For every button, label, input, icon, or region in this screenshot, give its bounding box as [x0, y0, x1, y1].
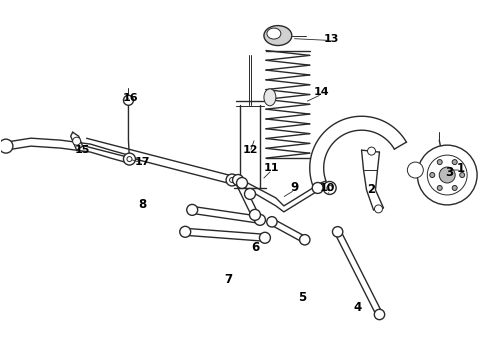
Circle shape: [368, 147, 375, 155]
Circle shape: [127, 157, 132, 162]
Text: 13: 13: [324, 33, 340, 44]
Circle shape: [299, 235, 310, 245]
Circle shape: [437, 159, 442, 165]
Ellipse shape: [267, 28, 281, 39]
Circle shape: [259, 232, 270, 243]
Text: 2: 2: [368, 184, 375, 197]
Circle shape: [439, 167, 455, 183]
Text: 14: 14: [314, 87, 329, 97]
Text: 10: 10: [320, 183, 335, 193]
Text: 9: 9: [291, 181, 299, 194]
Circle shape: [254, 214, 266, 225]
Circle shape: [437, 185, 442, 190]
Text: 4: 4: [353, 301, 362, 314]
Circle shape: [0, 139, 13, 153]
Text: 15: 15: [75, 145, 90, 155]
Circle shape: [187, 204, 197, 215]
Circle shape: [430, 172, 435, 177]
Text: 17: 17: [135, 157, 150, 167]
Circle shape: [249, 210, 261, 220]
Circle shape: [452, 185, 457, 190]
Ellipse shape: [264, 26, 292, 45]
Text: 6: 6: [251, 241, 259, 254]
Text: 3: 3: [445, 166, 453, 179]
Text: 16: 16: [122, 93, 138, 103]
Circle shape: [237, 177, 247, 189]
Circle shape: [460, 172, 465, 177]
Ellipse shape: [264, 89, 276, 106]
Circle shape: [427, 155, 467, 195]
Circle shape: [226, 174, 238, 186]
Circle shape: [123, 95, 133, 105]
Circle shape: [332, 226, 343, 237]
Circle shape: [327, 185, 332, 191]
Text: 1: 1: [457, 162, 465, 175]
Text: 7: 7: [224, 273, 232, 286]
Circle shape: [323, 181, 336, 194]
Circle shape: [229, 177, 235, 183]
Circle shape: [374, 205, 383, 213]
Circle shape: [417, 145, 477, 205]
Text: 8: 8: [138, 198, 147, 211]
Circle shape: [407, 162, 423, 178]
Circle shape: [452, 159, 457, 165]
Circle shape: [123, 153, 135, 165]
Circle shape: [267, 217, 277, 227]
Text: 11: 11: [264, 163, 280, 173]
Circle shape: [73, 137, 81, 145]
Circle shape: [180, 226, 191, 237]
Circle shape: [312, 183, 323, 193]
Text: 12: 12: [242, 145, 258, 155]
Circle shape: [233, 175, 244, 185]
Circle shape: [374, 309, 385, 320]
Circle shape: [245, 189, 255, 199]
Text: 5: 5: [297, 291, 306, 304]
